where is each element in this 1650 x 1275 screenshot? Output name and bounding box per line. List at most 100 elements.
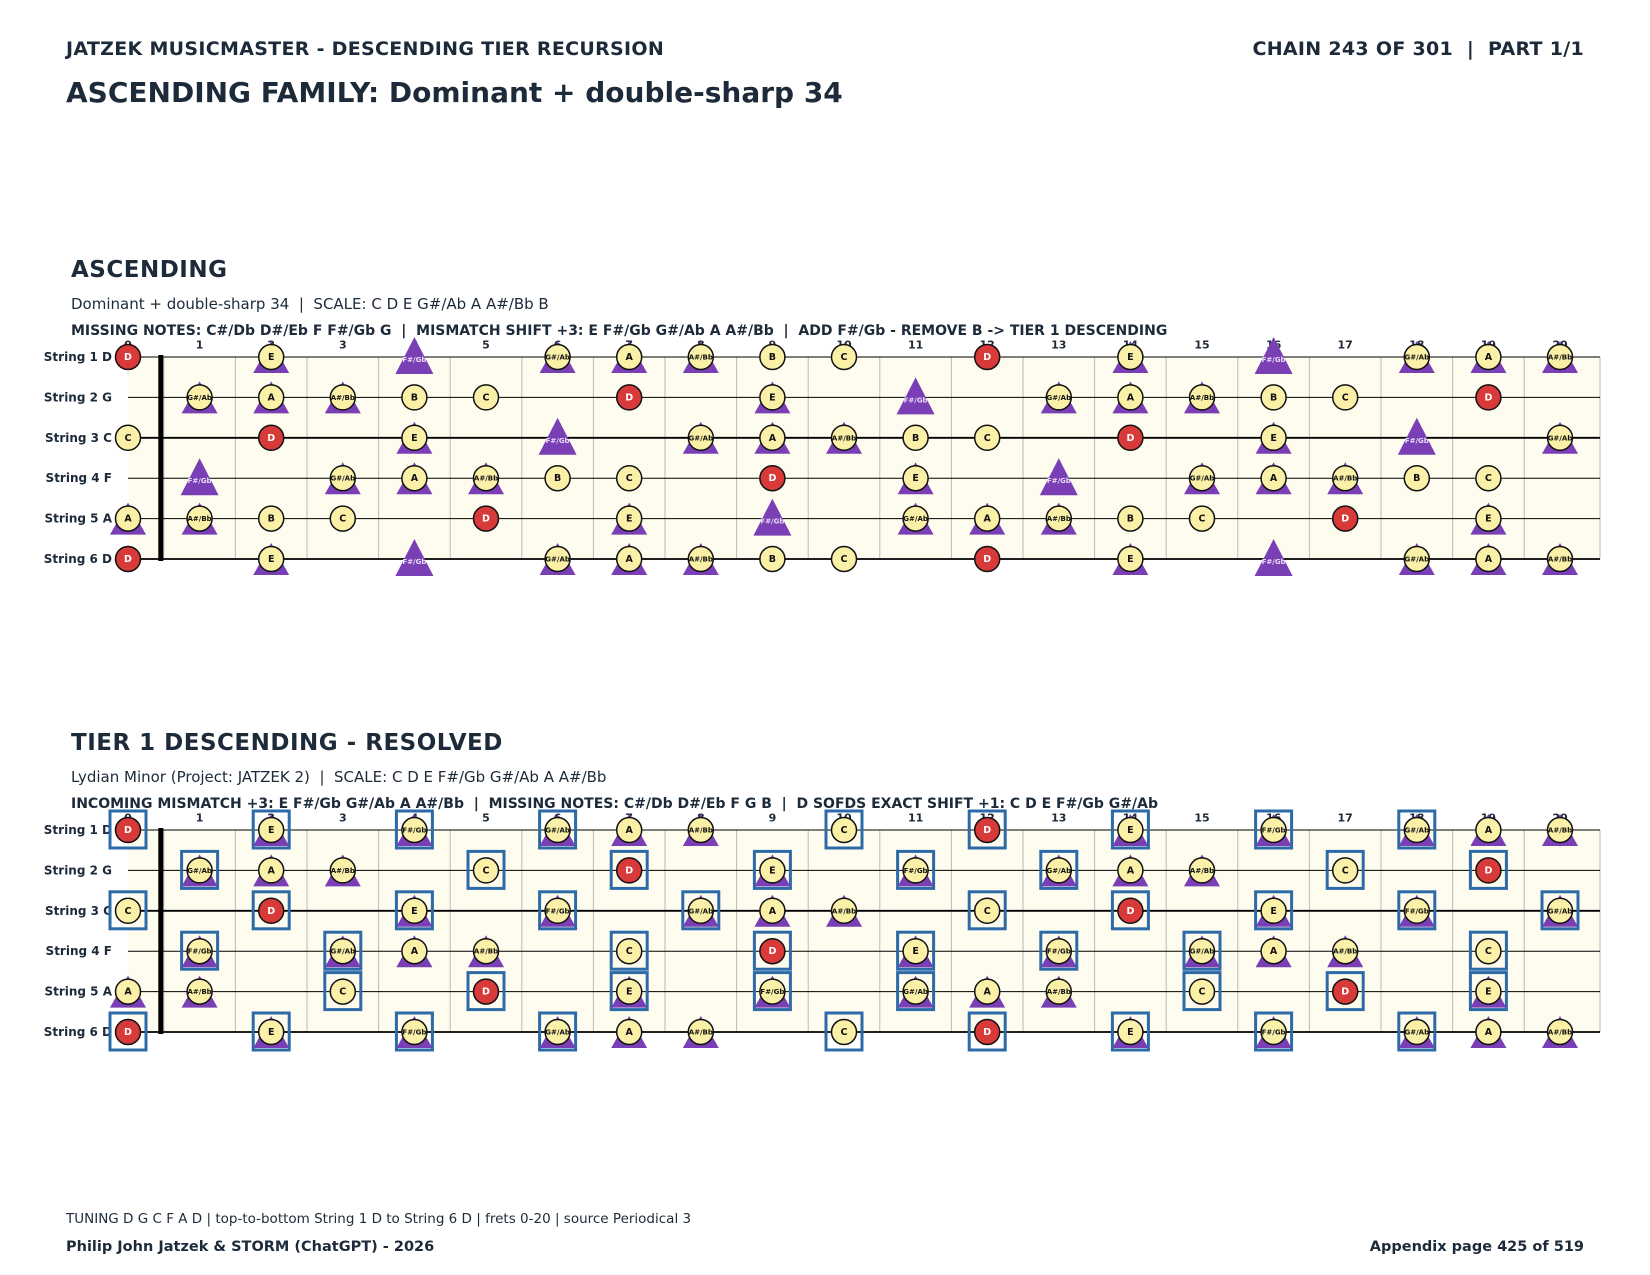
note-dot	[401, 1018, 428, 1046]
fret-marker: A	[1470, 1016, 1507, 1048]
fret-marker: F#/Gb	[1254, 1011, 1294, 1052]
note-label: F#/Gb	[546, 907, 570, 915]
note-label: A	[626, 825, 634, 836]
tier-box	[180, 930, 220, 971]
fret-marker: D	[759, 464, 786, 492]
footer-credits: Philip John Jatzek & STORM (ChatGPT) - 2…	[66, 1239, 435, 1255]
fret-marker: A	[969, 975, 1006, 1008]
note-dot	[1188, 505, 1216, 532]
fret-marker: B	[759, 545, 786, 573]
note-label: G#/Ab	[1190, 475, 1215, 483]
note-label: C	[483, 392, 490, 403]
note-label: D	[768, 473, 776, 484]
note-dot	[1403, 897, 1431, 925]
fret-marker: A	[1470, 543, 1507, 575]
note-dot	[830, 816, 858, 844]
tier-box	[1039, 849, 1079, 890]
fret-marker: F#/Gb	[753, 498, 792, 536]
note-label: E	[268, 825, 275, 836]
fret-marker: A#/Bb	[1040, 502, 1077, 535]
fret-marker: C	[108, 890, 148, 931]
note-label: E	[769, 865, 776, 876]
fret-marker: E	[1110, 1011, 1150, 1052]
note-label: B	[554, 473, 561, 484]
note-dot	[615, 545, 643, 573]
fret-marker: G#/Ab	[323, 930, 363, 971]
note-dot	[257, 1018, 285, 1046]
tier-box	[323, 930, 363, 971]
tier-box	[681, 890, 721, 931]
note-label: A#/Bb	[1548, 1029, 1572, 1037]
note-label: G#/Ab	[545, 827, 570, 835]
note-label: B	[268, 514, 275, 525]
note-dot	[1188, 464, 1216, 492]
note-label: A#/Bb	[1548, 827, 1572, 835]
note-label: A#/Bb	[1190, 394, 1214, 402]
note-label: A	[769, 433, 777, 444]
fret-marker: D	[609, 849, 649, 890]
note-label: D	[625, 392, 633, 403]
fret-marker: C	[615, 464, 643, 492]
string-label: String 1 D	[44, 823, 112, 837]
fret-marker: A	[611, 543, 648, 575]
note-label: A	[411, 946, 419, 957]
note-label: G#/Ab	[1548, 907, 1573, 915]
fret-marker: F#/Gb	[394, 809, 434, 850]
note-dot	[830, 424, 858, 452]
footer-info: TUNING D G C F A D | top-to-bottom Strin…	[66, 1211, 692, 1227]
note-label: D	[1484, 392, 1492, 403]
note-dot	[615, 937, 643, 965]
fret-marker: C	[1188, 505, 1216, 532]
tier-box	[1468, 849, 1508, 890]
tier-box	[967, 809, 1007, 850]
tier-box	[108, 890, 148, 931]
note-dot	[687, 545, 715, 573]
tier-box	[1325, 849, 1365, 890]
note-label: E	[268, 554, 275, 565]
note-label: G#/Ab	[187, 394, 212, 402]
note-dot	[544, 897, 571, 925]
note-dot	[257, 545, 285, 573]
string-label: String 2 G	[44, 863, 112, 877]
note-label: B	[769, 352, 776, 363]
fret-marker: D	[615, 384, 643, 411]
tier-box	[323, 971, 363, 1012]
note-label: C	[1485, 946, 1492, 957]
note-dot	[1331, 978, 1359, 1005]
note-dot	[1475, 505, 1502, 532]
note-label: B	[1127, 514, 1134, 525]
note-label: A	[1270, 946, 1278, 957]
note-label: G#/Ab	[903, 515, 928, 523]
tier-box	[1182, 971, 1222, 1012]
tier-box	[609, 849, 649, 890]
fret-marker: A	[1470, 814, 1507, 846]
note-label: C	[125, 906, 132, 917]
note-label: E	[626, 987, 633, 998]
note-dot	[472, 464, 500, 492]
tier-box	[967, 1011, 1007, 1052]
fret-marker: E	[396, 421, 433, 454]
fret-number: 17	[1338, 339, 1353, 352]
tier-box	[1540, 890, 1580, 931]
fret-marker: C	[824, 809, 864, 850]
fret-marker: E	[1254, 890, 1294, 931]
note-label: D	[983, 554, 991, 565]
fret-marker: D	[466, 971, 506, 1012]
note-dot	[329, 464, 357, 492]
note-dot	[1260, 464, 1287, 492]
note-label: C	[841, 352, 848, 363]
string-label: String 4 F	[46, 471, 112, 485]
fret-marker: G#/Ab	[539, 543, 576, 575]
note-label: E	[1127, 352, 1134, 363]
note-dot	[544, 816, 571, 844]
note-label: A	[626, 554, 634, 565]
note-label: A	[268, 392, 276, 403]
fret-marker: A#/Bb	[181, 975, 218, 1008]
fret-number: 9	[769, 812, 777, 825]
note-dot	[329, 505, 357, 532]
fret-marker: A#/Bb	[1542, 543, 1578, 575]
note-label: G#/Ab	[1046, 867, 1071, 875]
note-label: A#/Bb	[1190, 867, 1214, 875]
note-dot	[973, 505, 1001, 532]
note-dot	[1260, 384, 1287, 411]
